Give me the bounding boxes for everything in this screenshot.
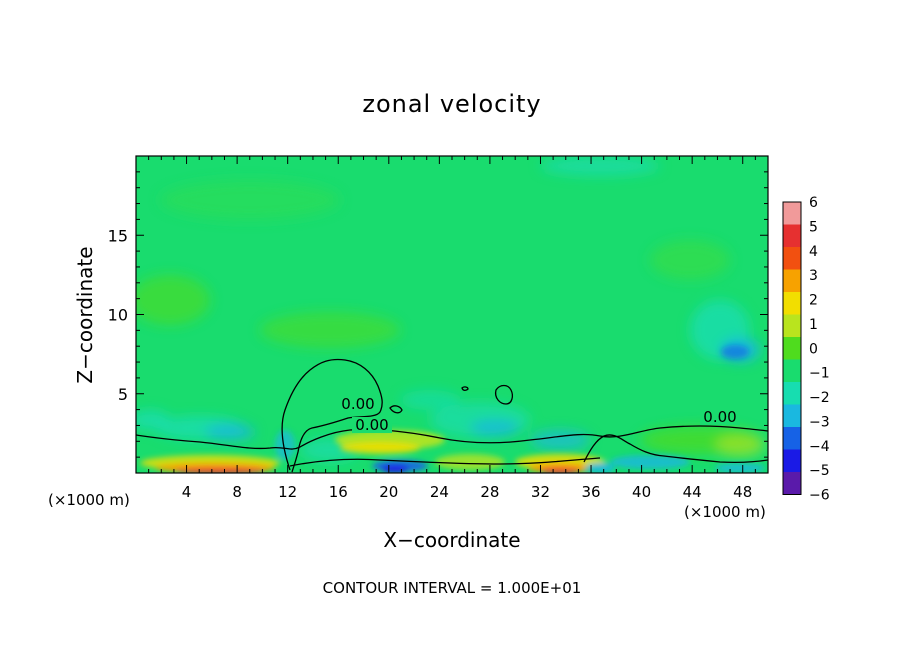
colorbar-frame (782, 201, 802, 495)
x-axis: 4 8 12 16 20 24 28 32 36 40 44 48 (148, 156, 756, 501)
colorbar-tick-label: 6 (809, 195, 818, 211)
colorbar: 6 5 4 3 2 1 0 −1 −2 −3 −4 −5 −6 (782, 195, 830, 504)
colorbar-tick-label: −5 (809, 463, 830, 479)
zero-contours (136, 358, 768, 473)
contour-label-3: 0.00 (703, 408, 736, 426)
colorbar-swatch (783, 314, 801, 337)
x-unit-left: (×1000 m) (48, 491, 130, 509)
contour-line-upper (281, 358, 383, 473)
plot-area: 0.00 0.00 0.00 (136, 156, 768, 473)
contour-interval-note: CONTOUR INTERVAL = 1.000E+01 (323, 579, 582, 597)
colorbar-tick-label: 2 (809, 293, 818, 309)
colorbar-swatch (783, 427, 801, 450)
colorbar-tick-label: 4 (809, 244, 818, 260)
contour-closed-small (494, 384, 513, 405)
contour-closed-dot (461, 386, 469, 392)
y-tick-label: 5 (118, 385, 128, 404)
contour-line-base (289, 457, 601, 467)
colorbar-swatch (783, 202, 801, 225)
x-tick-label: 20 (379, 483, 398, 501)
x-tick-label: 16 (329, 483, 348, 501)
chart-title: zonal velocity (362, 90, 541, 118)
y-tick-label: 10 (108, 306, 128, 325)
y-tick-label: 15 (108, 226, 128, 245)
x-tick-label: 12 (278, 483, 297, 501)
x-tick-label: 36 (581, 483, 600, 501)
x-tick-label: 8 (232, 483, 242, 501)
colorbar-swatch (783, 382, 801, 405)
contour-line-right (583, 434, 768, 464)
x-tick-label: 28 (480, 483, 499, 501)
colorbar-swatch (783, 269, 801, 292)
y-axis: 5 10 15 (108, 171, 768, 458)
contour-label-1: 0.00 (341, 395, 374, 413)
x-tick-label: 4 (182, 483, 192, 501)
colorbar-tick-label: −1 (809, 366, 830, 382)
colorbar-tick-label: −2 (809, 390, 830, 406)
x-tick-label: 24 (430, 483, 449, 501)
x-tick-label: 40 (632, 483, 651, 501)
colorbar-swatch (783, 337, 801, 360)
colorbar-tick-label: −3 (809, 414, 830, 430)
y-axis-label: Z−coordinate (73, 246, 97, 383)
colorbar-swatch (783, 247, 801, 270)
colorbar-tick-label: 5 (809, 219, 818, 235)
colorbar-tick-label: 1 (809, 317, 818, 333)
colorbar-tick-label: −4 (809, 439, 830, 455)
colorbar-swatch (783, 224, 801, 247)
x-tick-label: 32 (531, 483, 550, 501)
colorbar-swatch (783, 472, 801, 495)
contour-line-lower (136, 425, 768, 450)
x-tick-label: 44 (683, 483, 702, 501)
colorbar-swatch (783, 292, 801, 315)
colorbar-swatch (783, 404, 801, 427)
x-tick-label: 48 (733, 483, 752, 501)
x-unit-right: (×1000 m) (684, 503, 766, 521)
colorbar-tick-label: 3 (809, 268, 818, 284)
field-patches (136, 156, 765, 473)
contour-closed-tiny (389, 405, 403, 414)
colorbar-tick-label: 0 (809, 341, 818, 357)
colorbar-tick-label: −6 (809, 488, 830, 504)
x-axis-label: X−coordinate (383, 528, 520, 552)
contour-labels: 0.00 0.00 0.00 (338, 395, 740, 434)
colorbar-swatch (783, 359, 801, 382)
contour-label-2: 0.00 (355, 416, 388, 434)
colorbar-swatch (783, 449, 801, 472)
